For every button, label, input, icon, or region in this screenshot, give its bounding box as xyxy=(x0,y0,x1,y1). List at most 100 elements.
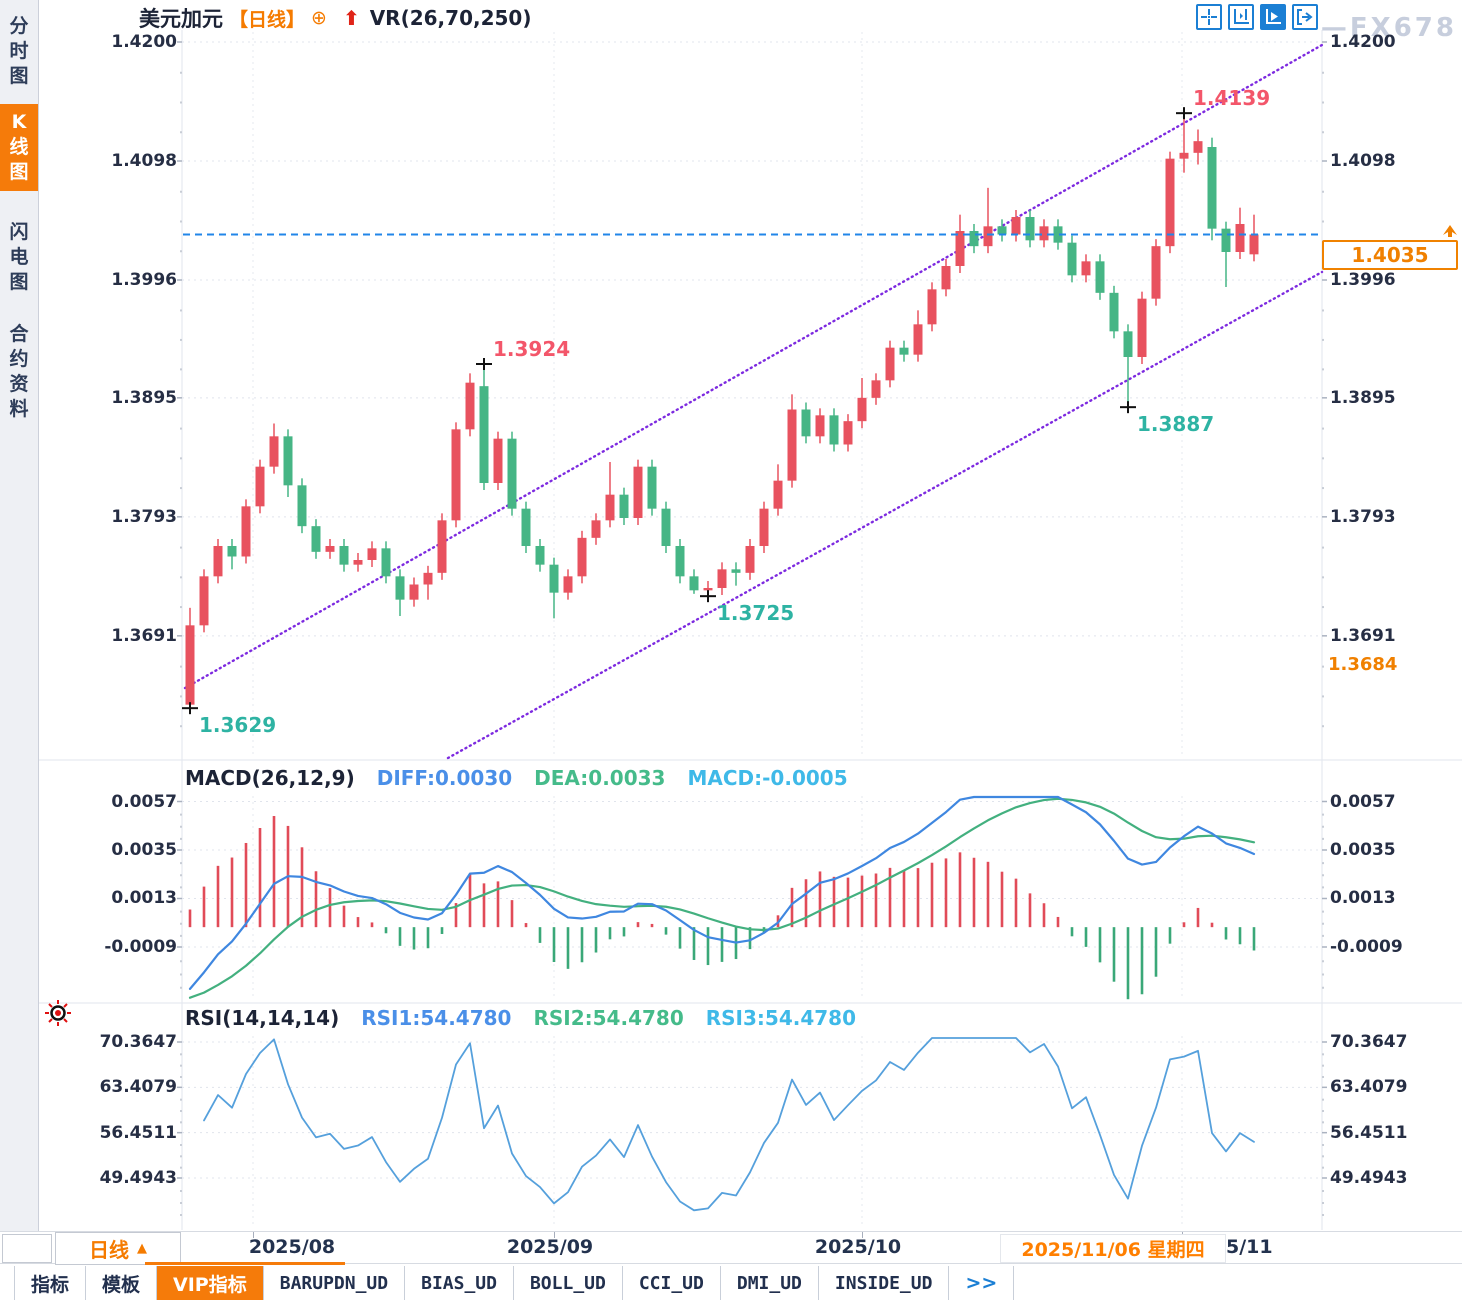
period-tag[interactable]: 【日线】 xyxy=(229,8,306,31)
macd-panel-series xyxy=(188,795,1256,1000)
candle xyxy=(689,576,699,591)
rsi-axis-label: 70.3647 xyxy=(1330,1032,1408,1052)
pan-right-icon[interactable] xyxy=(1292,4,1318,30)
macd-readout: MACD:-0.0005 xyxy=(687,766,848,790)
month-label: 2025/09 xyxy=(506,1236,594,1258)
rsi1-readout: RSI1:54.4780 xyxy=(361,1006,512,1030)
tab-indicators[interactable]: 指标 xyxy=(14,1266,87,1300)
candlestick-series xyxy=(185,113,1259,709)
rsi3-readout: RSI3:54.4780 xyxy=(705,1006,857,1030)
current-price-label-box: 1.4035 xyxy=(1322,240,1458,270)
macd-header-row: MACD(26,12,9) DIFF:0.0030 DEA:0.0033 MACD:… xyxy=(185,766,848,790)
candle xyxy=(1193,141,1203,153)
candle xyxy=(745,546,755,573)
candle xyxy=(297,485,307,527)
candle xyxy=(997,226,1007,235)
up-arrow-icon: ⬆ xyxy=(342,6,360,30)
tab-templates[interactable]: 模板 xyxy=(86,1266,158,1300)
price-axis-label: 1.3895 xyxy=(111,387,177,408)
candle xyxy=(801,409,811,437)
candle xyxy=(913,324,923,355)
axis-play-icon[interactable] xyxy=(1260,4,1286,30)
channel-trendlines xyxy=(183,43,1324,760)
indicator-tabs-bar: 指标 模板 VIP指标 BARUPDN_UD BIAS_UD BOLL_UD CCI_UD D… xyxy=(0,1266,1462,1300)
candle xyxy=(1235,224,1245,252)
month-label: 2025/10 xyxy=(814,1236,902,1258)
price-annotation: 1.3887 xyxy=(1137,412,1214,436)
crosshair-move-icon[interactable] xyxy=(1196,4,1222,30)
candle xyxy=(969,231,979,247)
candle xyxy=(199,576,209,626)
sidebar-item-lightning-chart[interactable]: 闪 电 图 xyxy=(9,221,29,293)
overlay-indicator-label[interactable]: VR(26,70,250) xyxy=(369,6,532,30)
period-selector-label: 日线 xyxy=(89,1238,129,1262)
macd-axis-label: -0.0009 xyxy=(1330,936,1403,957)
rsi-title[interactable]: RSI(14,14,14) xyxy=(185,1006,340,1030)
period-selector[interactable]: 日线 ▲ xyxy=(55,1232,181,1265)
candle xyxy=(353,560,363,565)
rsi-axis-label: 56.4511 xyxy=(1330,1122,1408,1143)
candle xyxy=(633,466,643,518)
axis-scale-icon[interactable] xyxy=(1228,4,1254,30)
candle xyxy=(703,588,713,591)
hovered-date-label: 2025/11/06 星期四 xyxy=(1000,1234,1226,1263)
visible-range-bar[interactable] xyxy=(145,1262,345,1265)
candle xyxy=(521,508,531,546)
candle xyxy=(185,625,195,705)
macd-axis-label: 0.0013 xyxy=(1330,888,1396,909)
candle xyxy=(759,508,769,546)
tab-cci[interactable]: CCI_UD xyxy=(623,1266,721,1300)
candle xyxy=(843,421,853,445)
candle xyxy=(731,569,741,573)
tab-inside[interactable]: INSIDE_UD xyxy=(819,1266,950,1300)
add-indicator-icon[interactable]: ⊕ xyxy=(311,7,327,29)
tab-barupdn[interactable]: BARUPDN_UD xyxy=(264,1266,406,1300)
rsi-axis-label: 56.4511 xyxy=(99,1122,177,1143)
tab-boll[interactable]: BOLL_UD xyxy=(514,1266,623,1300)
dea-readout: DEA:0.0033 xyxy=(534,766,666,790)
rsi-panel-series xyxy=(203,1037,1255,1212)
candle xyxy=(675,546,685,577)
macd-title[interactable]: MACD(26,12,9) xyxy=(185,766,355,790)
candle xyxy=(395,576,405,600)
price-up-arrow-icon xyxy=(1441,222,1459,242)
candle xyxy=(479,386,489,483)
candle xyxy=(493,438,503,483)
candle xyxy=(1039,226,1049,241)
sidebar-item-contract-info[interactable]: 合 约 资 料 xyxy=(9,323,29,420)
tab-more[interactable]: >> xyxy=(949,1266,1015,1300)
date-tick xyxy=(862,1232,863,1238)
tab-bias[interactable]: BIAS_UD xyxy=(405,1266,514,1300)
candle xyxy=(941,266,951,290)
sun-indicator-icon[interactable] xyxy=(44,999,72,1031)
macd-axis-label: 0.0057 xyxy=(111,791,177,812)
sidebar-item-candle-chart[interactable]: K 线 图 xyxy=(0,104,38,191)
candle xyxy=(339,546,349,565)
candle xyxy=(255,466,265,507)
tab-dmi[interactable]: DMI_UD xyxy=(721,1266,819,1300)
candle xyxy=(605,494,615,521)
candle xyxy=(1249,234,1259,255)
sidebar-item-minute-chart[interactable]: 分 时 图 xyxy=(9,15,29,87)
tab-vip-indicators[interactable]: VIP指标 xyxy=(157,1266,264,1300)
rsi-axis-label: 63.4079 xyxy=(1330,1077,1408,1098)
chart-canvas[interactable]: 1.3629 1.3924 1.3725 1.3887 1.4139 xyxy=(0,0,1462,1231)
reference-price-label: 1.3684 xyxy=(1328,654,1398,675)
candle xyxy=(1221,228,1231,252)
candle xyxy=(787,409,797,481)
date-tick xyxy=(554,1232,555,1238)
macd-axis-label: -0.0009 xyxy=(104,936,177,957)
candle xyxy=(871,380,881,398)
candle xyxy=(367,548,377,560)
date-tick xyxy=(253,1232,254,1238)
candle xyxy=(577,537,587,577)
month-label: 2025/08 xyxy=(248,1236,336,1258)
partial-month-label: 5/11 xyxy=(1226,1236,1273,1258)
price-annotation: 1.3629 xyxy=(199,713,276,737)
price-annotation: 1.4139 xyxy=(1193,86,1270,110)
rsi-axis-label: 49.4943 xyxy=(1330,1167,1408,1188)
candle xyxy=(1151,246,1161,299)
candle xyxy=(983,226,993,247)
price-axis-label: 1.3996 xyxy=(111,270,177,290)
